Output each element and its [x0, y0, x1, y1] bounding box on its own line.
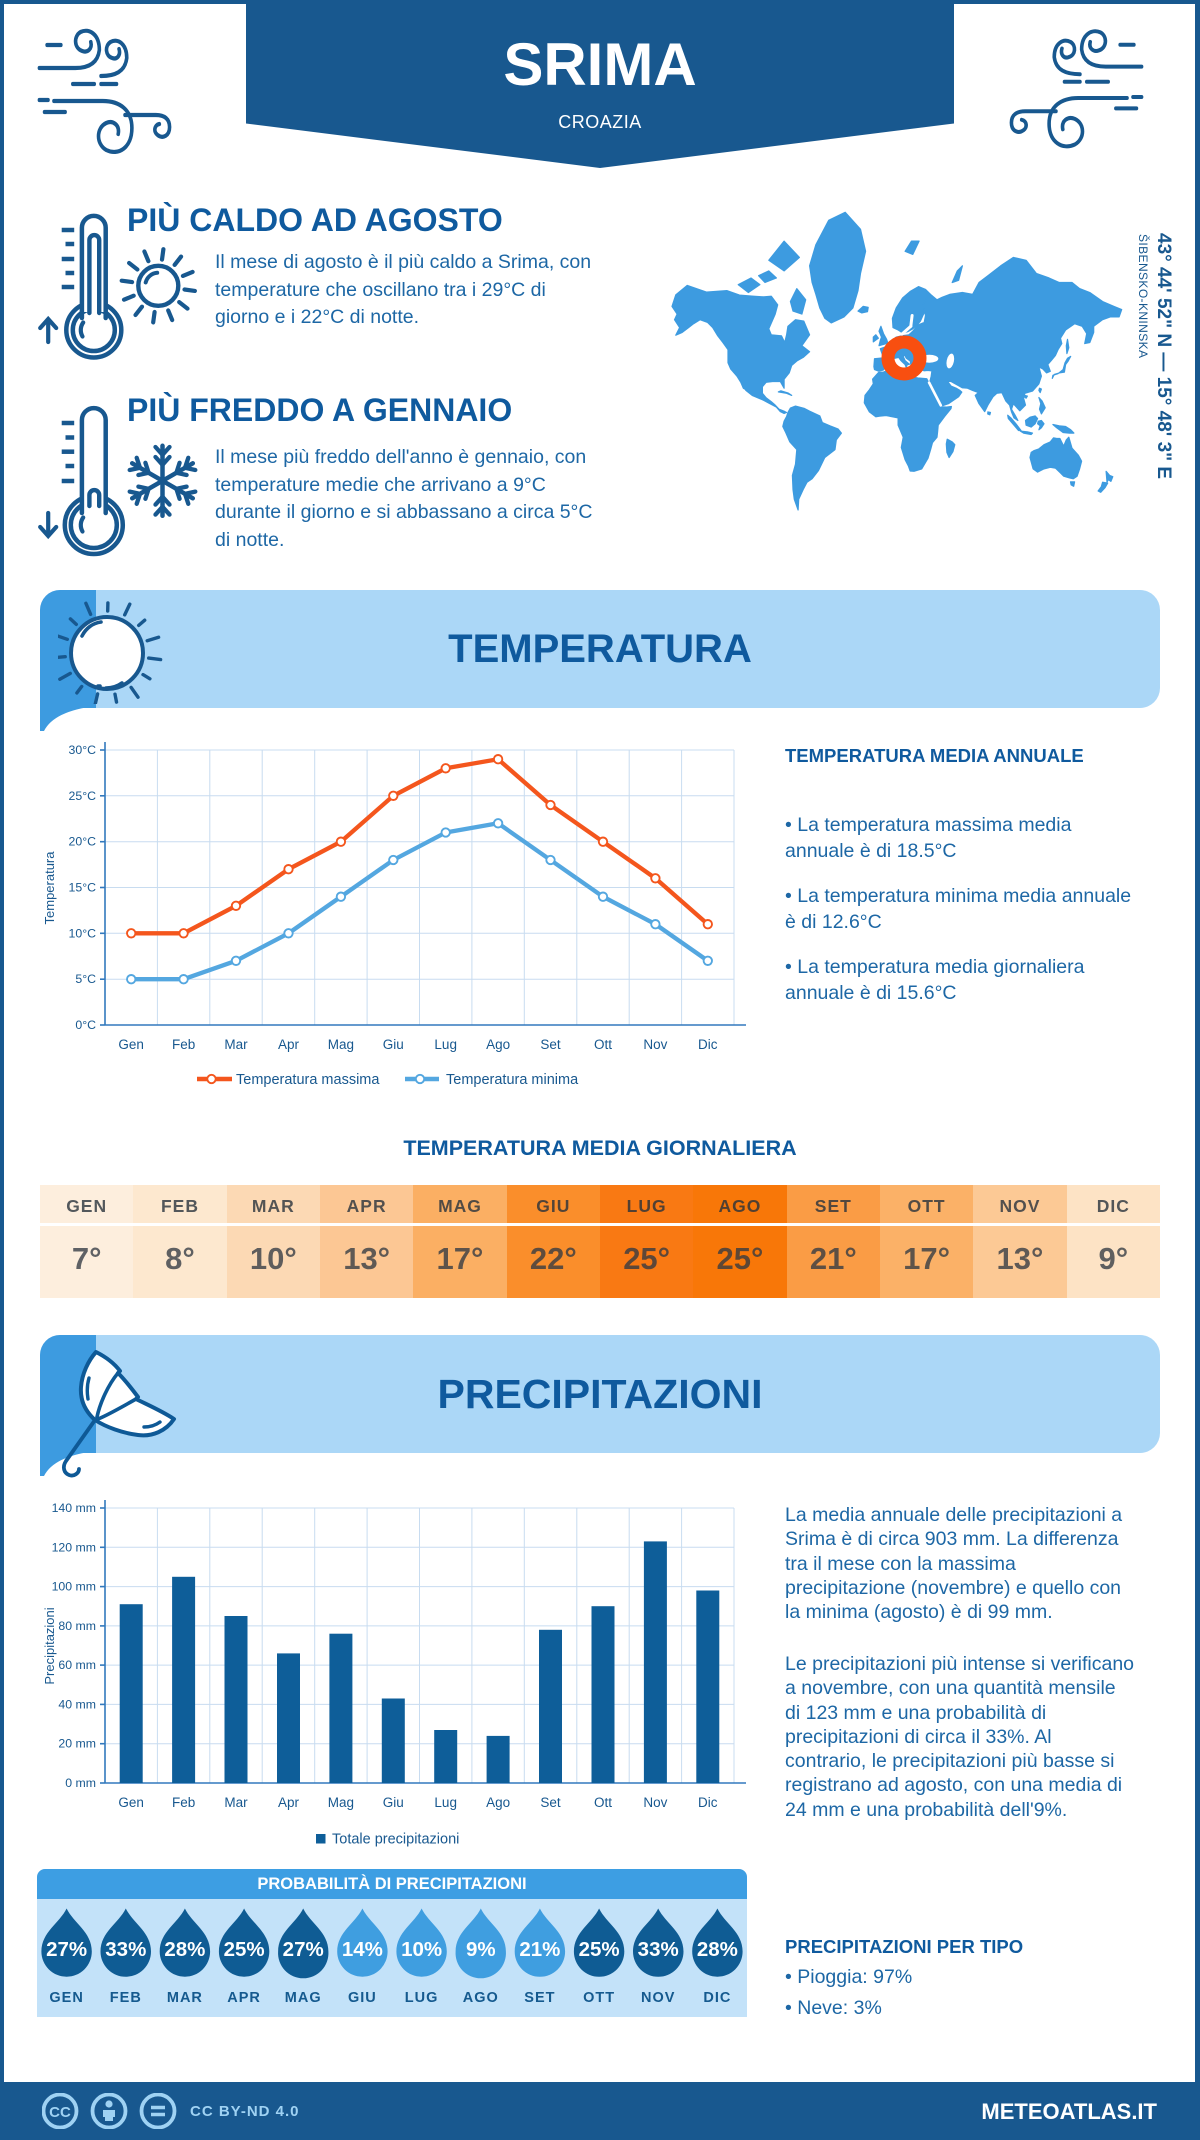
svg-text:AGO: AGO	[463, 1990, 499, 2006]
svg-text:28%: 28%	[697, 1938, 738, 1961]
svg-text:LUG: LUG	[405, 1990, 439, 2006]
svg-text:140 mm: 140 mm	[52, 1501, 96, 1515]
svg-text:33%: 33%	[105, 1938, 146, 1961]
svg-text:Temperatura massima: Temperatura massima	[236, 1072, 380, 1088]
svg-text:Dic: Dic	[698, 1037, 718, 1052]
svg-text:28%: 28%	[164, 1938, 205, 1961]
svg-text:NOV: NOV	[641, 1990, 675, 2006]
svg-text:Lug: Lug	[434, 1037, 457, 1052]
svg-text:Totale precipitazioni: Totale precipitazioni	[332, 1832, 459, 1848]
svg-text:Mag: Mag	[328, 1795, 354, 1810]
svg-text:27%: 27%	[283, 1938, 324, 1961]
svg-text:DIC: DIC	[703, 1990, 731, 2006]
svg-text:GIU: GIU	[348, 1990, 377, 2006]
svg-text:Giu: Giu	[383, 1795, 404, 1810]
svg-text:30°C: 30°C	[69, 743, 97, 757]
svg-text:Dic: Dic	[698, 1795, 718, 1810]
svg-text:10°C: 10°C	[69, 926, 97, 940]
svg-text:Nov: Nov	[643, 1037, 667, 1052]
svg-text:Ott: Ott	[594, 1795, 612, 1810]
svg-text:0 mm: 0 mm	[65, 1776, 96, 1790]
svg-text:Mar: Mar	[224, 1037, 248, 1052]
svg-text:21%: 21%	[519, 1938, 560, 1961]
svg-text:Ago: Ago	[486, 1037, 510, 1052]
svg-text:OTT: OTT	[583, 1990, 615, 2006]
svg-text:Mag: Mag	[328, 1037, 354, 1052]
svg-text:Lug: Lug	[434, 1795, 457, 1810]
svg-text:MAR: MAR	[167, 1990, 203, 2006]
svg-text:33%: 33%	[638, 1938, 679, 1961]
svg-text:27%: 27%	[46, 1938, 87, 1961]
svg-text:Ott: Ott	[594, 1037, 612, 1052]
svg-text:Ago: Ago	[486, 1795, 510, 1810]
svg-text:Precipitazioni: Precipitazioni	[42, 1607, 57, 1684]
svg-text:Apr: Apr	[278, 1037, 300, 1052]
svg-text:25%: 25%	[579, 1938, 620, 1961]
svg-text:20°C: 20°C	[69, 835, 97, 849]
svg-text:Nov: Nov	[643, 1795, 667, 1810]
svg-text:25°C: 25°C	[69, 789, 97, 803]
svg-text:Giu: Giu	[383, 1037, 404, 1052]
svg-text:APR: APR	[227, 1990, 261, 2006]
svg-text:Feb: Feb	[172, 1037, 195, 1052]
svg-text:0°C: 0°C	[75, 1018, 96, 1032]
svg-text:Feb: Feb	[172, 1795, 195, 1810]
svg-text:Temperatura: Temperatura	[42, 851, 57, 925]
svg-text:FEB: FEB	[110, 1990, 142, 2006]
svg-text:80 mm: 80 mm	[58, 1619, 96, 1633]
svg-text:Set: Set	[540, 1037, 561, 1052]
svg-text:MAG: MAG	[285, 1990, 322, 2006]
svg-text:5°C: 5°C	[75, 972, 96, 986]
svg-text:CC: CC	[49, 2104, 71, 2121]
svg-text:Gen: Gen	[118, 1037, 144, 1052]
svg-text:14%: 14%	[342, 1938, 383, 1961]
svg-text:15°C: 15°C	[69, 881, 97, 895]
svg-text:SET: SET	[524, 1990, 555, 2006]
svg-text:Apr: Apr	[278, 1795, 300, 1810]
svg-text:60 mm: 60 mm	[58, 1658, 96, 1672]
svg-text:120 mm: 120 mm	[52, 1540, 96, 1554]
svg-text:Mar: Mar	[224, 1795, 248, 1810]
svg-text:40 mm: 40 mm	[58, 1697, 96, 1711]
svg-text:25%: 25%	[224, 1938, 265, 1961]
svg-text:Set: Set	[540, 1795, 561, 1810]
svg-text:9%: 9%	[466, 1938, 496, 1961]
svg-text:Temperatura minima: Temperatura minima	[446, 1072, 579, 1088]
svg-text:100 mm: 100 mm	[52, 1580, 96, 1594]
svg-text:GEN: GEN	[49, 1990, 83, 2006]
svg-text:20 mm: 20 mm	[58, 1737, 96, 1751]
svg-text:Gen: Gen	[118, 1795, 144, 1810]
svg-text:10%: 10%	[401, 1938, 442, 1961]
